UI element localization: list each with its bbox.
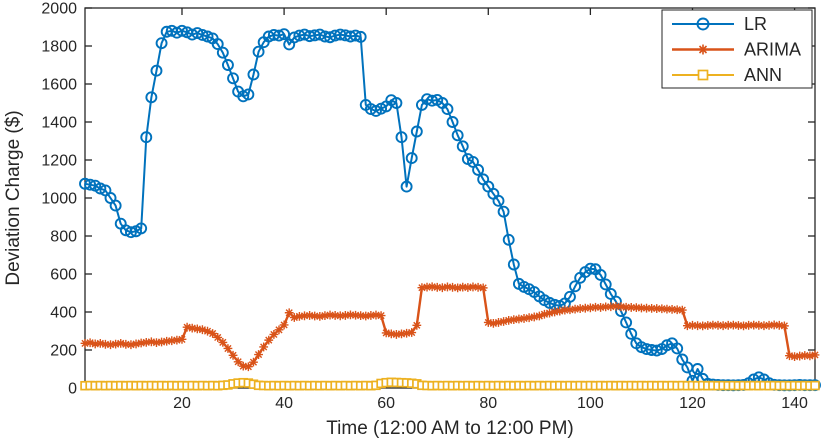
circle-marker bbox=[211, 38, 224, 51]
circle-marker bbox=[400, 180, 413, 193]
circle-marker bbox=[124, 226, 137, 239]
circle-marker bbox=[497, 205, 510, 218]
circle-marker bbox=[661, 339, 673, 352]
circle-marker bbox=[564, 290, 576, 303]
circle-marker bbox=[247, 68, 260, 81]
circle-marker bbox=[691, 363, 704, 375]
circle-marker bbox=[252, 45, 265, 58]
y-tick-label: 0 bbox=[68, 381, 77, 398]
y-tick-label: 200 bbox=[50, 343, 77, 360]
circle-marker bbox=[502, 233, 515, 246]
legend-entry-label: LR bbox=[744, 14, 767, 34]
circle-marker bbox=[405, 152, 418, 165]
y-axis-label: Deviation Charge ($) bbox=[3, 110, 24, 285]
legend-entry-ann: ANN bbox=[672, 65, 782, 85]
circle-marker bbox=[196, 29, 209, 41]
y-tick-label: 600 bbox=[50, 267, 77, 284]
asterisk-marker-path bbox=[80, 282, 820, 372]
circle-marker bbox=[227, 72, 239, 85]
y-tick-label: 1600 bbox=[41, 77, 77, 94]
arima-series bbox=[80, 282, 820, 372]
circle-marker bbox=[507, 258, 520, 271]
legend: LR ARIMA ANN bbox=[661, 9, 813, 89]
circle-marker bbox=[140, 131, 153, 144]
y-tick-label: 2000 bbox=[41, 1, 77, 18]
x-tick-label: 120 bbox=[679, 395, 706, 412]
circle-marker bbox=[94, 182, 107, 195]
circle-marker bbox=[354, 30, 367, 43]
circle-marker bbox=[451, 129, 464, 142]
circle-marker bbox=[441, 103, 454, 116]
circle-marker bbox=[584, 262, 597, 275]
circle-marker bbox=[671, 342, 684, 355]
legend-square-marker bbox=[697, 69, 709, 81]
circle-marker bbox=[201, 30, 214, 43]
circle-marker bbox=[145, 91, 158, 104]
circle-marker bbox=[278, 28, 291, 41]
arima-markers bbox=[80, 282, 820, 372]
circle-marker bbox=[620, 316, 633, 329]
x-tick-label: 100 bbox=[577, 395, 604, 412]
y-tick-label: 400 bbox=[50, 305, 77, 322]
circle-marker bbox=[135, 222, 148, 235]
circle-marker bbox=[650, 344, 663, 357]
circle-marker bbox=[349, 29, 362, 42]
circle-marker bbox=[216, 46, 229, 59]
x-tick-label: 60 bbox=[377, 395, 395, 412]
circle-marker bbox=[410, 125, 423, 138]
circle-marker bbox=[191, 27, 204, 40]
circle-marker bbox=[155, 37, 168, 50]
circle-marker bbox=[492, 194, 505, 207]
circle-marker bbox=[242, 88, 255, 101]
circle-marker bbox=[472, 163, 485, 176]
x-tick-label: 20 bbox=[173, 395, 191, 412]
circle-marker bbox=[109, 199, 122, 212]
circle-marker bbox=[456, 140, 469, 153]
legend-circle-marker bbox=[696, 17, 710, 31]
circle-marker bbox=[395, 131, 408, 144]
legend-entry-arima: ARIMA bbox=[672, 40, 801, 60]
y-tick-label: 1400 bbox=[41, 115, 77, 132]
y-tick-label: 1200 bbox=[41, 153, 77, 170]
ann-markers bbox=[80, 377, 820, 391]
circle-marker bbox=[446, 116, 459, 128]
circle-marker bbox=[84, 178, 97, 191]
legend-entry-lr: LR bbox=[672, 14, 767, 34]
circle-marker bbox=[237, 90, 250, 103]
legend-asterisk-marker bbox=[698, 44, 708, 55]
legend-entry-label: ANN bbox=[744, 65, 782, 85]
circle-marker bbox=[543, 296, 556, 309]
ann-series bbox=[80, 377, 820, 391]
circle-marker bbox=[176, 24, 188, 37]
circle-marker bbox=[390, 97, 403, 109]
circle-marker bbox=[150, 64, 163, 77]
circle-marker bbox=[221, 59, 234, 71]
x-axis-label: Time (12:00 AM to 12:00 PM) bbox=[326, 418, 573, 439]
y-tick-label: 800 bbox=[50, 229, 77, 246]
circle-marker bbox=[594, 269, 607, 281]
circle-marker bbox=[273, 29, 285, 42]
circle-marker bbox=[599, 278, 612, 291]
circle-marker bbox=[625, 327, 638, 340]
x-tick-label: 80 bbox=[479, 395, 497, 412]
y-tick-label: 1800 bbox=[41, 39, 77, 56]
chart-content: 20 40 60 80 100 120 14002004006008001000120014… bbox=[41, 1, 821, 412]
circle-marker bbox=[569, 280, 582, 293]
x-tick-label: 40 bbox=[275, 395, 293, 412]
legend-entry-label: ARIMA bbox=[744, 40, 801, 60]
x-tick-label: 140 bbox=[781, 395, 808, 412]
y-tick-label: 1000 bbox=[41, 191, 77, 208]
square-marker bbox=[810, 380, 820, 391]
